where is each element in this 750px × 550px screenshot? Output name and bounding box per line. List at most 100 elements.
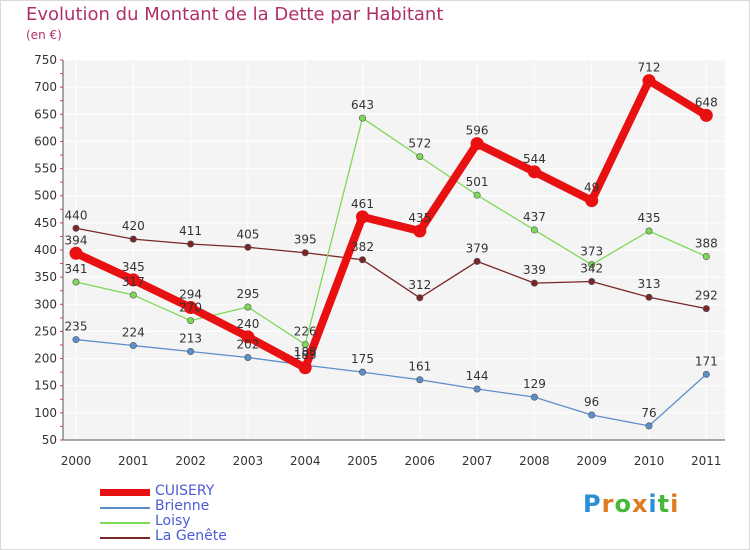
data-label: 382 <box>351 240 374 254</box>
data-label: 596 <box>466 124 489 138</box>
data-point <box>645 422 653 430</box>
legend-item-brienne: Brienne <box>100 498 300 515</box>
y-tick-label: 650 <box>34 107 57 121</box>
data-label: 295 <box>236 287 259 301</box>
data-label: 394 <box>65 233 88 247</box>
data-point <box>298 361 312 375</box>
data-point <box>187 348 195 356</box>
data-point <box>72 278 80 286</box>
data-point <box>356 210 369 224</box>
legend: CUISERY Brienne Loisy La Genête <box>100 483 300 545</box>
y-tick-label: 150 <box>34 379 57 393</box>
legend-item-la-genete: La Genête <box>100 528 300 545</box>
logo-letter: t <box>657 490 671 518</box>
data-point <box>527 165 541 179</box>
x-tick-label: 2009 <box>576 454 607 468</box>
x-tick-label: 2008 <box>519 454 550 468</box>
data-point <box>416 153 424 161</box>
data-point <box>530 279 538 287</box>
data-label: 171 <box>695 354 718 368</box>
chart-subtitle: (en €) <box>26 28 62 42</box>
data-label: 213 <box>179 332 202 346</box>
data-label: 437 <box>523 210 546 224</box>
y-tick-label: 350 <box>34 270 57 284</box>
data-point <box>301 249 309 257</box>
data-point <box>129 342 137 350</box>
data-label: 648 <box>695 95 718 109</box>
data-point <box>530 226 538 234</box>
data-label: 312 <box>408 278 431 292</box>
series-line-la-genête <box>75 227 707 310</box>
data-point <box>358 256 366 264</box>
y-tick-label: 600 <box>34 134 57 148</box>
logo-letter: r <box>601 490 615 518</box>
series-line-brienne <box>75 338 707 427</box>
x-tick-label: 2007 <box>462 454 493 468</box>
data-label: 461 <box>351 197 374 211</box>
logo-letter: x <box>631 490 649 518</box>
data-point <box>244 353 252 361</box>
data-label: 342 <box>580 261 603 275</box>
x-tick-label: 2001 <box>118 454 149 468</box>
data-point <box>358 368 366 376</box>
data-point <box>126 273 140 287</box>
data-label: 235 <box>65 320 88 334</box>
data-label: 341 <box>65 262 88 276</box>
data-label: 435 <box>408 211 431 225</box>
data-point <box>72 224 80 232</box>
data-point <box>301 340 309 348</box>
data-label: 345 <box>122 260 145 274</box>
y-tick-label: 700 <box>34 80 57 94</box>
data-point <box>473 191 481 199</box>
data-label: 224 <box>122 326 145 340</box>
data-point <box>588 261 596 269</box>
legend-swatch-cuisery <box>100 489 150 496</box>
data-point <box>702 305 710 313</box>
data-label: 388 <box>695 237 718 251</box>
data-point <box>470 137 484 151</box>
data-label: 240 <box>236 317 259 331</box>
data-label: 373 <box>580 245 603 259</box>
data-point <box>241 330 255 344</box>
x-tick-label: 2011 <box>691 454 722 468</box>
legend-item-loisy: Loisy <box>100 513 300 530</box>
data-label: 76 <box>641 406 656 420</box>
data-point <box>413 224 427 238</box>
data-label: 188 <box>294 345 317 359</box>
data-label: 379 <box>466 241 489 255</box>
data-point <box>702 253 710 261</box>
data-label: 294 <box>179 288 202 302</box>
data-label: 712 <box>638 61 661 75</box>
y-tick-label: 100 <box>34 406 57 420</box>
data-point <box>184 301 198 315</box>
x-tick-label: 2005 <box>347 454 378 468</box>
data-point <box>244 303 252 311</box>
logo-letter: i <box>648 490 658 518</box>
x-tick-label: 2006 <box>405 454 436 468</box>
logo-letter: i <box>670 490 680 518</box>
y-tick-label: 200 <box>34 352 57 366</box>
data-label: 501 <box>466 175 489 189</box>
data-point <box>530 393 538 401</box>
data-point <box>187 240 195 248</box>
series-line-loisy <box>75 117 707 346</box>
data-label: 339 <box>523 263 546 277</box>
data-label: 175 <box>351 352 374 366</box>
data-point <box>473 257 481 265</box>
data-point <box>699 108 713 122</box>
data-point <box>645 293 653 301</box>
data-point <box>416 376 424 384</box>
data-label: 183 <box>294 348 317 362</box>
data-point <box>129 235 137 243</box>
data-point <box>642 74 656 88</box>
data-point <box>702 370 710 378</box>
data-label: 411 <box>179 224 202 238</box>
data-label: 292 <box>695 289 718 303</box>
legend-label-la-genete: La Genête <box>155 528 227 544</box>
data-point <box>358 114 366 122</box>
data-point <box>244 243 252 251</box>
data-label: 96 <box>584 395 599 409</box>
legend-swatch-loisy <box>100 522 150 524</box>
data-label: 643 <box>351 98 374 112</box>
